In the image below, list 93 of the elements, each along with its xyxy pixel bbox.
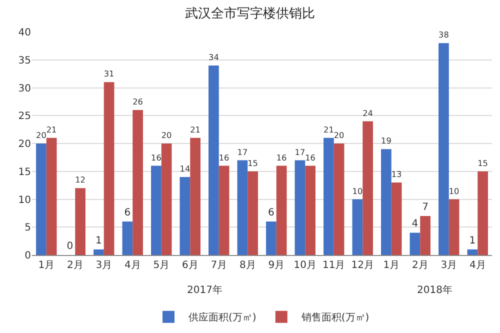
x-tick-label: 5月 xyxy=(153,260,170,271)
x-tick-label: 1月 xyxy=(38,260,55,271)
data-label: 21 xyxy=(324,124,334,134)
data-label: 26 xyxy=(132,96,143,107)
bar xyxy=(305,166,316,255)
bar xyxy=(36,144,46,255)
data-label: 38 xyxy=(438,30,449,40)
data-label: 24 xyxy=(362,108,373,118)
x-tick-label: 8月 xyxy=(239,260,256,271)
x-tick-label: 12月 xyxy=(351,260,374,271)
y-tick-label: 25 xyxy=(18,111,31,122)
bar xyxy=(132,110,143,255)
y-tick-label: 0 xyxy=(24,250,31,262)
bar xyxy=(294,160,306,255)
legend-label: 供应面积(万㎡) xyxy=(188,312,256,324)
x-tick-label: 11月 xyxy=(322,260,346,271)
bar xyxy=(381,149,392,255)
legend-label: 销售面积(万㎡) xyxy=(300,312,370,324)
bar xyxy=(276,166,287,255)
y-tick-label: 15 xyxy=(18,166,31,178)
bar xyxy=(46,138,57,255)
data-label: 19 xyxy=(381,136,392,146)
x-tick-label: 2月 xyxy=(66,260,84,271)
bar xyxy=(334,144,344,255)
bar xyxy=(448,199,460,255)
data-label: 20 xyxy=(334,130,344,140)
x-tick-label: 2月 xyxy=(412,260,428,271)
x-tick-label: 6月 xyxy=(182,260,198,271)
y-tick-label: 30 xyxy=(18,83,31,94)
data-label: 12 xyxy=(75,174,86,185)
data-label: 10 xyxy=(448,186,460,196)
data-label: 20 xyxy=(161,130,172,140)
x-tick-label: 7月 xyxy=(210,260,228,271)
text: 2018年 xyxy=(417,284,452,296)
bar xyxy=(190,138,200,255)
data-label: 15 xyxy=(248,158,258,168)
bar xyxy=(324,138,334,255)
bar xyxy=(151,166,162,255)
data-label: 0 xyxy=(66,241,74,252)
data-label: 20 xyxy=(36,130,46,140)
x-tick-label: 4月 xyxy=(469,260,486,271)
y-tick-label: 35 xyxy=(18,55,31,66)
y-tick-label: 5 xyxy=(24,222,31,234)
bar xyxy=(467,249,478,255)
data-label: 6 xyxy=(268,208,274,219)
bar xyxy=(362,121,373,255)
data-label: 17 xyxy=(237,146,248,157)
data-label: 17 xyxy=(294,146,306,157)
bar xyxy=(248,171,258,255)
bar xyxy=(122,222,133,255)
bar xyxy=(391,182,402,255)
x-tick-label: 9月 xyxy=(268,260,285,271)
data-label: 6 xyxy=(124,208,131,219)
bar xyxy=(180,176,190,255)
bar xyxy=(94,249,104,255)
bar xyxy=(208,65,219,255)
bar xyxy=(410,232,420,255)
data-label: 16 xyxy=(276,152,287,162)
data-label: 1 xyxy=(469,235,476,246)
data-label: 1 xyxy=(96,235,102,246)
bar xyxy=(161,144,172,255)
text: 2017年 xyxy=(187,284,222,296)
data-label: 16 xyxy=(305,152,316,162)
data-label: 31 xyxy=(104,68,114,79)
data-label: 16 xyxy=(218,152,230,162)
bar xyxy=(352,199,363,255)
x-tick-label: 3月 xyxy=(96,260,112,271)
x-tick-label: 1月 xyxy=(383,260,400,271)
y-tick-label: 20 xyxy=(18,139,31,150)
chart-title: 武汉全市写字楼供销比 xyxy=(185,5,315,22)
data-label: 10 xyxy=(352,186,363,196)
data-label: 15 xyxy=(478,158,488,168)
bar xyxy=(266,222,276,255)
data-label: 7 xyxy=(422,202,428,213)
data-label: 21 xyxy=(190,124,200,134)
data-label: 21 xyxy=(46,124,57,134)
bar xyxy=(478,171,488,255)
data-label: 14 xyxy=(180,164,190,174)
bar xyxy=(438,43,449,255)
bar xyxy=(237,160,248,255)
y-tick-label: 40 xyxy=(18,28,31,38)
data-label: 4 xyxy=(412,218,418,230)
y-tick-label: 10 xyxy=(18,194,31,206)
x-tick-label: 4月 xyxy=(124,260,141,271)
data-label: 13 xyxy=(391,169,402,180)
bar xyxy=(218,166,230,255)
bar xyxy=(75,188,86,255)
x-tick-label: 3月 xyxy=(440,260,458,271)
bar xyxy=(104,82,114,255)
data-label: 34 xyxy=(208,52,219,62)
bar xyxy=(420,216,430,255)
data-label: 16 xyxy=(151,152,162,162)
x-tick-label: 10月 xyxy=(294,260,316,271)
